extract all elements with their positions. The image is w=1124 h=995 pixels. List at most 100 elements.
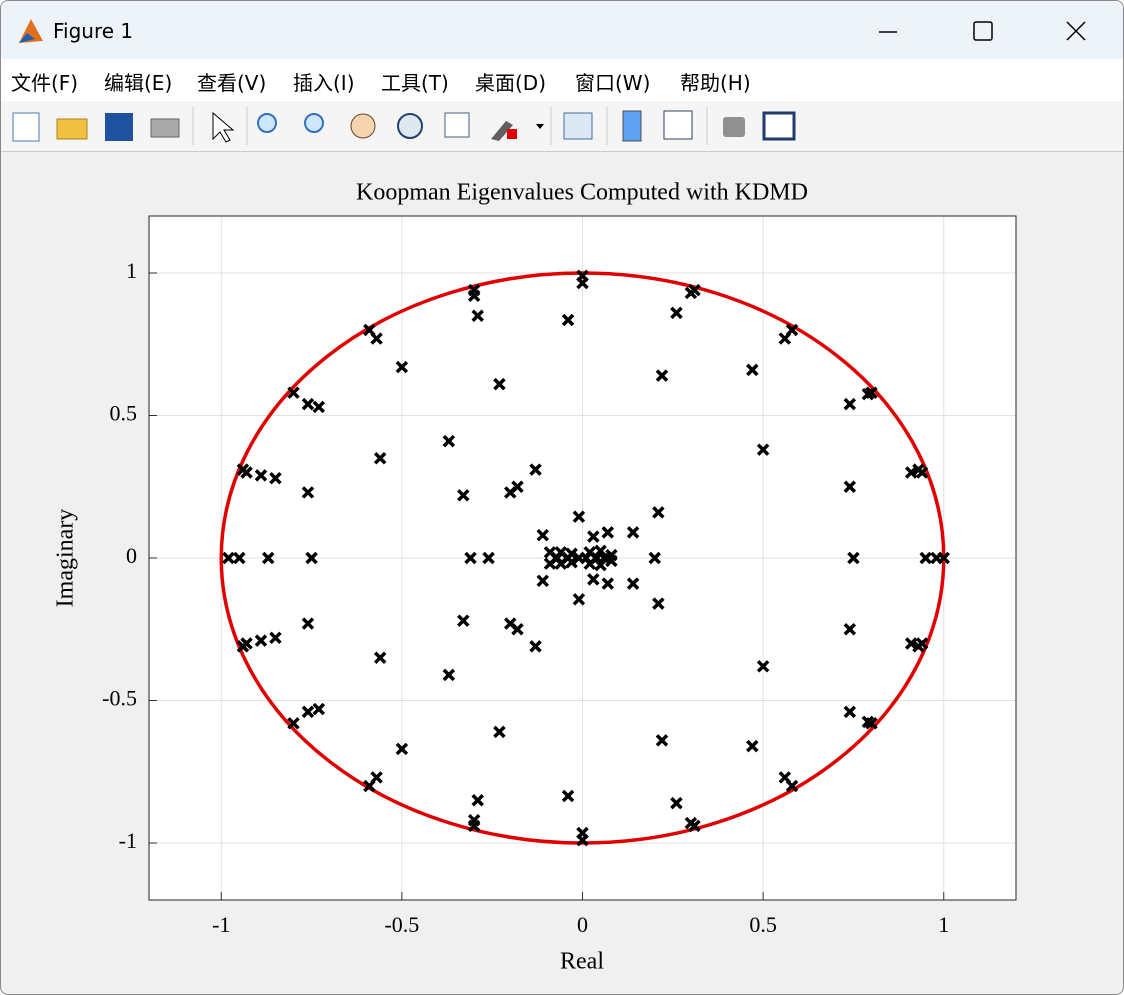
- marker: [373, 651, 387, 664]
- marker: [915, 637, 929, 650]
- marker: [312, 702, 326, 716]
- marker: [457, 489, 470, 502]
- pointer-icon[interactable]: [212, 111, 235, 143]
- marker: [373, 452, 387, 465]
- x-tick-label: 0.5: [749, 912, 777, 937]
- y-tick-label: 0: [126, 543, 137, 568]
- marker: [561, 551, 575, 565]
- marker: [442, 434, 456, 448]
- chart-title: Koopman Eigenvalues Computed with KDMD: [356, 180, 808, 206]
- marker: [746, 363, 759, 377]
- marker: [240, 637, 253, 650]
- marker: [467, 813, 481, 827]
- marker: [626, 526, 640, 539]
- marker: [550, 551, 564, 565]
- marker: [652, 597, 665, 610]
- marker: [576, 276, 589, 290]
- colorbar-icon[interactable]: [622, 110, 642, 142]
- marker: [919, 551, 932, 565]
- marker: [471, 309, 484, 322]
- marker: [861, 387, 875, 401]
- rotate-icon[interactable]: [397, 113, 423, 139]
- print-icon[interactable]: [150, 118, 180, 138]
- title-bar: Figure 1: [1, 1, 1123, 59]
- marker: [240, 466, 253, 479]
- title-bar-graphics: [19, 19, 1086, 43]
- marker: [594, 544, 607, 558]
- close-button[interactable]: [1066, 21, 1086, 41]
- marker: [301, 705, 315, 719]
- marker: [579, 551, 593, 565]
- marker: [457, 614, 470, 627]
- x-tick-label: -0.5: [384, 912, 419, 937]
- dropdown-arrow[interactable]: [536, 124, 544, 129]
- marker: [222, 551, 235, 565]
- marker: [471, 794, 484, 807]
- y-tick-label: -0.5: [102, 686, 137, 711]
- marker: [756, 660, 770, 673]
- marker: [301, 486, 315, 499]
- marker: [670, 796, 683, 810]
- link-icon[interactable]: [563, 112, 593, 140]
- marker: [587, 573, 600, 586]
- marker: [305, 551, 318, 565]
- save-icon[interactable]: [105, 113, 133, 141]
- marker: [287, 386, 300, 399]
- zoom-in-icon[interactable]: [257, 113, 277, 133]
- marker: [843, 480, 857, 493]
- hide-tools-icon[interactable]: [723, 117, 745, 137]
- brush-icon[interactable]: [491, 121, 513, 141]
- marker: [904, 637, 918, 650]
- zoom-out-icon[interactable]: [304, 113, 324, 133]
- menu-item[interactable]: 桌面(D): [475, 71, 547, 95]
- x-tick-label: -1: [212, 912, 230, 937]
- marker: [648, 551, 661, 565]
- marker: [843, 623, 857, 636]
- x-tick-label: 1: [938, 912, 949, 937]
- marker: [261, 551, 275, 565]
- menu-item[interactable]: 工具(T): [381, 71, 449, 95]
- menu-item[interactable]: 窗口(W): [575, 71, 651, 95]
- marker: [937, 551, 950, 565]
- marker: [655, 734, 669, 747]
- menu-item[interactable]: 帮助(H): [680, 71, 751, 95]
- marker: [572, 510, 586, 523]
- marker: [536, 528, 550, 542]
- marker: [655, 369, 669, 382]
- y-tick-label: 1: [126, 258, 137, 283]
- marker: [504, 486, 517, 499]
- dock-icon[interactable]: [762, 111, 796, 141]
- menu-item[interactable]: 查看(V): [197, 71, 267, 95]
- y-tick-label: -1: [119, 828, 137, 853]
- pan-icon[interactable]: [350, 113, 376, 139]
- menu-item[interactable]: 文件(F): [11, 71, 79, 95]
- marker: [572, 593, 586, 606]
- x-tick-label: 0: [577, 912, 588, 937]
- marker: [482, 551, 495, 565]
- marker: [605, 554, 618, 568]
- marker: [684, 286, 698, 300]
- marker: [493, 377, 506, 391]
- maximize-button[interactable]: [973, 21, 993, 41]
- datatip-icon[interactable]: [444, 112, 470, 138]
- open-icon[interactable]: [56, 118, 88, 140]
- marker: [536, 574, 550, 588]
- marker: [529, 640, 542, 653]
- marker: [670, 306, 683, 320]
- legend-icon[interactable]: [663, 110, 693, 140]
- marker: [652, 506, 665, 519]
- marker: [464, 551, 477, 565]
- marker: [843, 397, 857, 411]
- marker: [904, 466, 918, 479]
- marker: [467, 289, 481, 303]
- menu-item[interactable]: 插入(I): [293, 71, 355, 95]
- menu-item[interactable]: 编辑(E): [104, 71, 173, 95]
- new-icon[interactable]: [12, 112, 40, 142]
- window-title: Figure 1: [53, 19, 134, 43]
- marker: [626, 577, 640, 590]
- toolbar-icons: [12, 107, 796, 145]
- marker: [843, 705, 857, 719]
- marker: [529, 463, 542, 476]
- y-axis-label: Imaginary: [53, 509, 79, 608]
